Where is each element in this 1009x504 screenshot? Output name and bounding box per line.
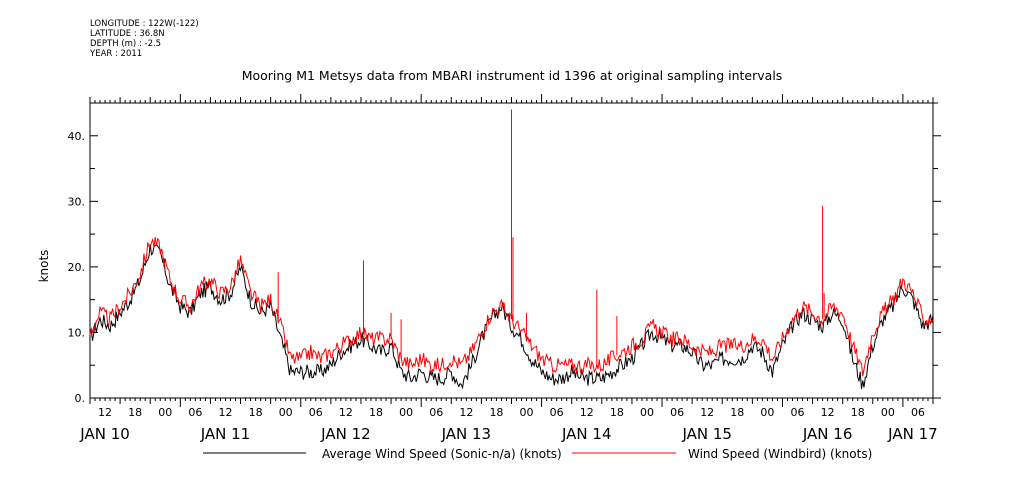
x-tick-label: 00 bbox=[279, 406, 293, 419]
x-day-label: JAN 14 bbox=[561, 425, 612, 443]
y-tick-label: 40. bbox=[68, 130, 86, 143]
latitude-label: LATITUDE : 36.8N bbox=[90, 29, 165, 39]
y-tick-label: 10. bbox=[68, 326, 86, 339]
x-tick-label: 00 bbox=[520, 406, 534, 419]
x-tick-label: 06 bbox=[791, 406, 805, 419]
x-tick-label: 06 bbox=[670, 406, 684, 419]
x-day-label: JAN 13 bbox=[441, 425, 492, 443]
series-layer bbox=[89, 109, 934, 390]
x-tick-label: 00 bbox=[640, 406, 654, 419]
x-tick-label: 12 bbox=[580, 406, 594, 419]
x-tick-label: 12 bbox=[459, 406, 473, 419]
x-tick-label: 00 bbox=[881, 406, 895, 419]
x-tick-label: 18 bbox=[489, 406, 503, 419]
year-label: YEAR : 2011 bbox=[90, 49, 143, 59]
x-tick-label: 00 bbox=[399, 406, 413, 419]
y-axis-title: knots bbox=[37, 250, 51, 283]
x-tick-label: 18 bbox=[851, 406, 865, 419]
x-tick-label: 00 bbox=[760, 406, 774, 419]
x-tick-label: 12 bbox=[98, 406, 112, 419]
x-tick-label: 06 bbox=[550, 406, 564, 419]
axis-labels: 0. 10. 20. 30. 40. 12 18 00 06 12 18 00 06 12 18 00 06 12… bbox=[68, 130, 938, 443]
metadata-block: LONGITUDE : 122W(-122) LATITUDE : 36.8N … bbox=[90, 19, 199, 59]
legend-label-windbird: Wind Speed (Windbird) (knots) bbox=[688, 447, 872, 461]
depth-label: DEPTH (m) : -2.5 bbox=[90, 39, 162, 49]
x-tick-label: 12 bbox=[339, 406, 353, 419]
legend: Average Wind Speed (Sonic-n/a) (knots) W… bbox=[203, 447, 872, 461]
x-tick-label: 06 bbox=[188, 406, 202, 419]
longitude-label: LONGITUDE : 122W(-122) bbox=[90, 19, 199, 29]
chart-title: Mooring M1 Metsys data from MBARI instru… bbox=[242, 68, 783, 83]
x-day-label: JAN 15 bbox=[681, 425, 732, 443]
x-tick-label: 12 bbox=[821, 406, 835, 419]
x-day-label: JAN 12 bbox=[320, 425, 371, 443]
x-tick-label: 00 bbox=[158, 406, 172, 419]
x-tick-label: 18 bbox=[610, 406, 624, 419]
x-day-label: JAN 16 bbox=[802, 425, 853, 443]
x-tick-label: 06 bbox=[309, 406, 323, 419]
legend-label-average-wind: Average Wind Speed (Sonic-n/a) (knots) bbox=[322, 447, 562, 461]
y-tick-label: 30. bbox=[68, 195, 86, 208]
x-tick-label: 18 bbox=[730, 406, 744, 419]
series-line-0 bbox=[89, 244, 934, 390]
x-tick-label: 18 bbox=[128, 406, 142, 419]
x-day-label: JAN 11 bbox=[200, 425, 251, 443]
x-tick-label: 18 bbox=[369, 406, 383, 419]
y-tick-label: 20. bbox=[68, 261, 86, 274]
x-tick-label: 06 bbox=[911, 406, 925, 419]
x-day-label: JAN 10 bbox=[79, 425, 130, 443]
y-tick-label: 0. bbox=[75, 392, 86, 405]
x-tick-label: 12 bbox=[218, 406, 232, 419]
x-day-label: JAN 17 bbox=[887, 425, 938, 443]
x-tick-label: 06 bbox=[429, 406, 443, 419]
plot-axes bbox=[89, 94, 941, 407]
x-tick-label: 18 bbox=[249, 406, 263, 419]
x-tick-label: 12 bbox=[700, 406, 714, 419]
